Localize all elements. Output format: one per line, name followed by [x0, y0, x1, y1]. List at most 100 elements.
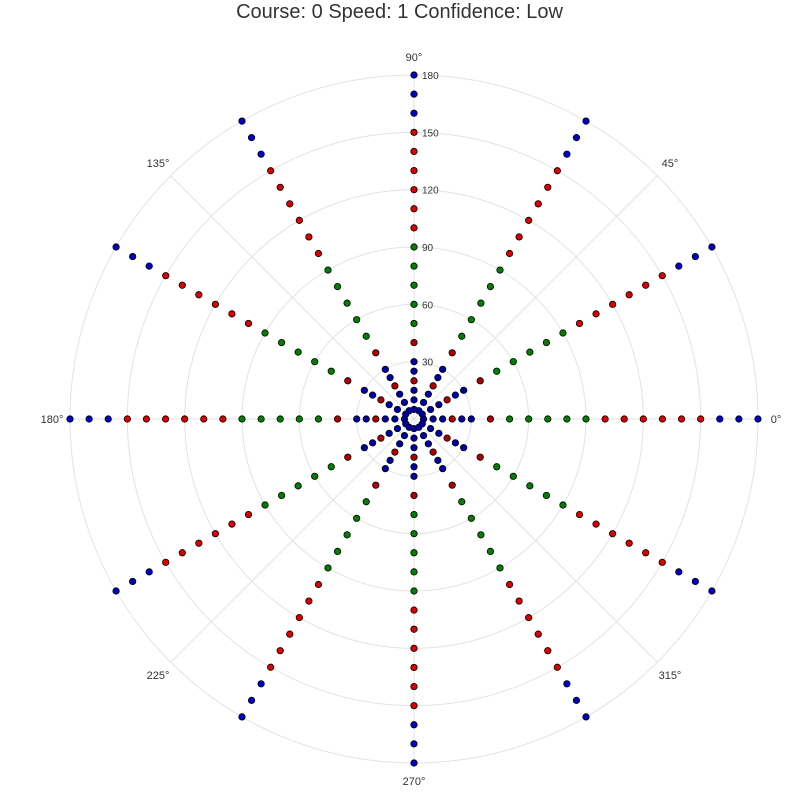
- point-a180-r30: [353, 415, 361, 423]
- point-a90-r160: [410, 109, 418, 117]
- point-a330-r40: [476, 453, 484, 461]
- point-a300-r70: [477, 531, 485, 539]
- point-a30-r80: [542, 338, 551, 347]
- point-a0-r160: [716, 415, 724, 423]
- point-a330-r10: [426, 424, 435, 433]
- point-a180-r25: [362, 415, 370, 423]
- point-a270-r180: [410, 759, 418, 767]
- point-a0-r110: [620, 415, 628, 423]
- point-a90-r25: [410, 367, 418, 375]
- point-a60-r100: [505, 249, 514, 258]
- point-a270-r15: [410, 444, 418, 452]
- point-a30-r90: [559, 329, 567, 337]
- point-a150-r170: [129, 252, 137, 261]
- point-a210-r15: [385, 429, 393, 437]
- point-a330-r50: [493, 463, 501, 471]
- point-a300-r130: [534, 630, 542, 638]
- point-a330-r130: [625, 539, 633, 547]
- point-a150-r70: [294, 348, 302, 356]
- point-a150-r130: [195, 291, 203, 299]
- point-a30-r140: [642, 281, 650, 289]
- point-a30-r15: [435, 401, 443, 409]
- point-a150-r100: [244, 319, 253, 328]
- point-a210-r170: [129, 577, 137, 586]
- angle-tick-315: 315°: [659, 670, 682, 682]
- point-a60-r20: [429, 382, 437, 390]
- point-a60-r90: [496, 266, 504, 274]
- point-a180-r10: [391, 415, 399, 423]
- point-a60-r130: [534, 200, 542, 208]
- angle-tick-90: 90°: [406, 52, 423, 64]
- point-a60-r40: [448, 349, 456, 357]
- point-a180-r60: [295, 415, 303, 423]
- point-a180-r70: [276, 415, 284, 423]
- grid-spoke-225: [170, 418, 415, 663]
- point-a120-r90: [324, 266, 332, 274]
- point-a300-r140: [544, 647, 552, 655]
- point-a180-r15: [381, 415, 389, 423]
- point-a240-r10: [400, 431, 409, 440]
- point-a270-r100: [410, 606, 418, 614]
- point-a300-r20: [429, 448, 437, 456]
- point-a210-r30: [360, 444, 368, 452]
- point-a150-r30: [360, 386, 368, 394]
- point-a240-r150: [267, 663, 275, 671]
- point-a30-r180: [708, 243, 716, 251]
- point-a330-r15: [435, 429, 443, 437]
- point-a90-r90: [410, 243, 418, 251]
- point-a240-r30: [381, 465, 389, 473]
- point-a210-r50: [327, 463, 335, 471]
- point-a0-r60: [525, 415, 533, 423]
- point-a30-r120: [609, 300, 617, 308]
- point-a300-r180: [582, 713, 590, 721]
- point-a330-r70: [526, 482, 534, 490]
- point-a120-r160: [257, 150, 265, 158]
- point-a30-r100: [575, 319, 584, 328]
- point-a150-r80: [277, 338, 286, 347]
- point-a60-r60: [467, 316, 475, 324]
- point-a30-r70: [526, 348, 534, 356]
- point-a240-r60: [353, 514, 361, 522]
- point-a330-r170: [691, 577, 699, 586]
- point-a210-r100: [244, 510, 253, 519]
- point-a330-r5: [418, 420, 426, 428]
- point-a300-r50: [458, 498, 466, 506]
- point-a240-r120: [295, 614, 303, 622]
- point-a240-r100: [314, 580, 323, 589]
- point-a240-r15: [396, 440, 404, 448]
- point-a300-r25: [434, 456, 442, 464]
- point-a300-r15: [424, 440, 432, 448]
- point-a330-r25: [451, 439, 459, 447]
- point-a330-r150: [658, 558, 666, 566]
- point-a120-r130: [286, 200, 294, 208]
- point-a150-r160: [145, 262, 153, 270]
- point-a210-r60: [311, 472, 319, 480]
- point-a30-r170: [691, 252, 699, 261]
- point-a0-r90: [582, 415, 590, 423]
- point-a180-r140: [142, 415, 151, 423]
- point-a240-r70: [343, 531, 351, 539]
- point-a270-r25: [410, 463, 418, 471]
- point-a120-r20: [391, 382, 399, 390]
- point-a300-r100: [505, 580, 514, 589]
- point-a330-r140: [642, 549, 650, 557]
- point-a30-r20: [443, 396, 451, 404]
- point-a60-r80: [486, 282, 495, 291]
- point-a330-r160: [675, 568, 683, 576]
- point-a60-r70: [477, 299, 485, 307]
- point-a270-r10: [410, 434, 418, 442]
- point-a210-r25: [369, 439, 377, 447]
- point-a30-r25: [451, 391, 459, 399]
- point-a60-r25: [434, 374, 442, 382]
- point-a120-r50: [362, 332, 370, 340]
- point-a150-r110: [228, 310, 236, 318]
- point-a210-r80: [277, 491, 286, 500]
- point-a90-r130: [410, 166, 418, 175]
- point-a180-r20: [372, 415, 380, 423]
- point-a30-r60: [509, 358, 517, 366]
- point-a270-r160: [410, 721, 418, 729]
- point-a330-r90: [559, 501, 567, 509]
- point-a120-r60: [353, 316, 361, 324]
- point-a30-r10: [426, 405, 435, 414]
